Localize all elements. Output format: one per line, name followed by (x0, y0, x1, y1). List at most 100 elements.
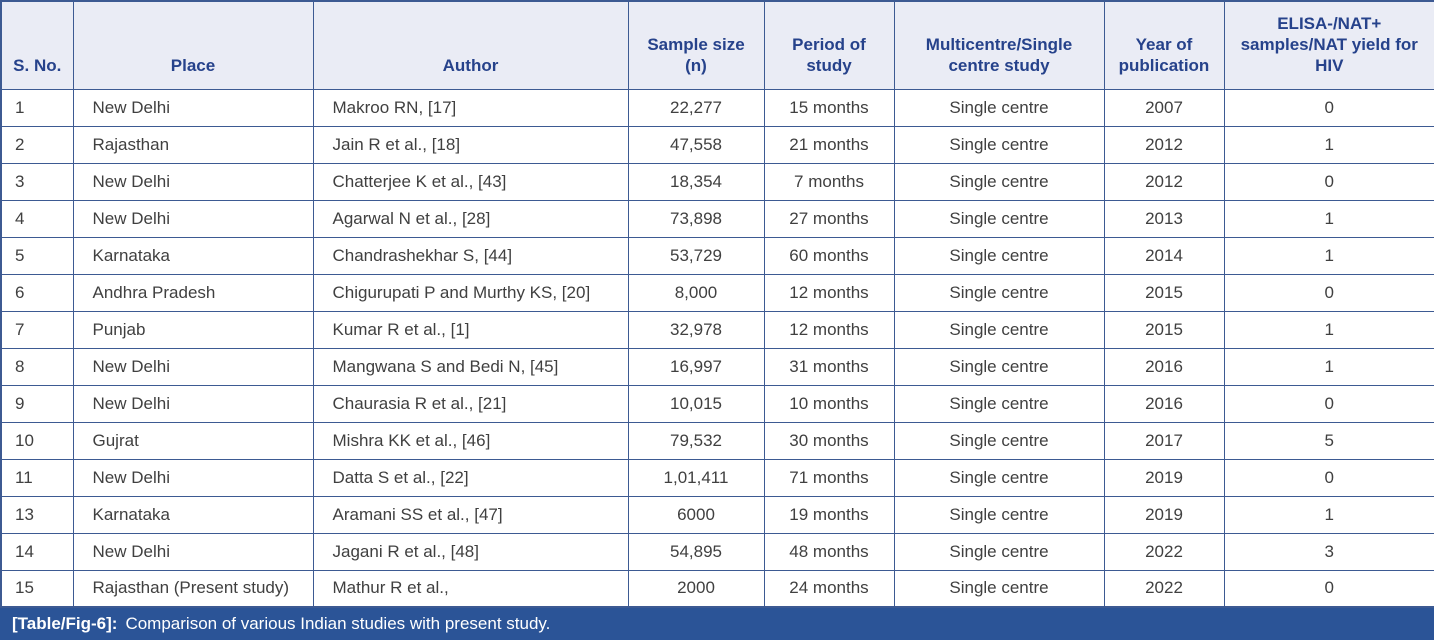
cell-sno: 9 (0, 384, 74, 423)
cell-place: New Delhi (72, 88, 314, 127)
cell-author: Chandrashekhar S, [44] (312, 236, 629, 275)
cell-sample-size: 32,978 (627, 310, 765, 349)
cell-author: Jain R et al., [18] (312, 125, 629, 164)
table-row: 14 New Delhi Jagani R et al., [48] 54,89… (0, 532, 1434, 571)
cell-year: 2013 (1103, 199, 1225, 238)
cell-sample-size: 22,277 (627, 88, 765, 127)
table-caption: [Table/Fig-6]: Comparison of various Ind… (0, 608, 1434, 640)
table-row: 2 Rajasthan Jain R et al., [18] 47,558 2… (0, 125, 1434, 164)
cell-place: Karnataka (72, 495, 314, 534)
cell-place: Karnataka (72, 236, 314, 275)
cell-author: Makroo RN, [17] (312, 88, 629, 127)
cell-centre-type: Single centre (893, 162, 1105, 201)
cell-author: Datta S et al., [22] (312, 458, 629, 497)
cell-period: 7 months (763, 162, 895, 201)
column-header-centre-type: Multicentre/Single centre study (893, 0, 1105, 90)
cell-centre-type: Single centre (893, 458, 1105, 497)
cell-sample-size: 6000 (627, 495, 765, 534)
cell-sample-size: 47,558 (627, 125, 765, 164)
cell-nat-yield: 1 (1223, 236, 1434, 275)
cell-centre-type: Single centre (893, 569, 1105, 608)
cell-centre-type: Single centre (893, 88, 1105, 127)
cell-place: New Delhi (72, 532, 314, 571)
caption-label: [Table/Fig-6]: (12, 614, 118, 633)
cell-place: Gujrat (72, 421, 314, 460)
cell-nat-yield: 5 (1223, 421, 1434, 460)
table-row: 5 Karnataka Chandrashekhar S, [44] 53,72… (0, 236, 1434, 275)
cell-sno: 5 (0, 236, 74, 275)
cell-sno: 4 (0, 199, 74, 238)
table-row: 3 New Delhi Chatterjee K et al., [43] 18… (0, 162, 1434, 201)
cell-nat-yield: 0 (1223, 384, 1434, 423)
cell-period: 30 months (763, 421, 895, 460)
cell-year: 2015 (1103, 310, 1225, 349)
cell-place: New Delhi (72, 458, 314, 497)
cell-year: 2014 (1103, 236, 1225, 275)
caption-text: Comparison of various Indian studies wit… (125, 614, 551, 633)
cell-author: Chatterjee K et al., [43] (312, 162, 629, 201)
cell-nat-yield: 1 (1223, 495, 1434, 534)
cell-year: 2019 (1103, 458, 1225, 497)
cell-nat-yield: 1 (1223, 199, 1434, 238)
table-row: 15 Rajasthan (Present study) Mathur R et… (0, 569, 1434, 608)
cell-author: Mangwana S and Bedi N, [45] (312, 347, 629, 386)
cell-sno: 1 (0, 88, 74, 127)
cell-period: 27 months (763, 199, 895, 238)
cell-period: 19 months (763, 495, 895, 534)
cell-centre-type: Single centre (893, 532, 1105, 571)
table-row: 6 Andhra Pradesh Chigurupati P and Murth… (0, 273, 1434, 312)
cell-sno: 15 (0, 569, 74, 608)
cell-sample-size: 79,532 (627, 421, 765, 460)
cell-year: 2022 (1103, 532, 1225, 571)
cell-sno: 10 (0, 421, 74, 460)
column-header-year: Year of publication (1103, 0, 1225, 90)
cell-year: 2012 (1103, 125, 1225, 164)
cell-sno: 3 (0, 162, 74, 201)
cell-place: Andhra Pradesh (72, 273, 314, 312)
cell-period: 10 months (763, 384, 895, 423)
cell-author: Agarwal N et al., [28] (312, 199, 629, 238)
cell-year: 2007 (1103, 88, 1225, 127)
cell-place: New Delhi (72, 199, 314, 238)
column-header-nat-yield: ELISA-/NAT+ samples/NAT yield for HIV (1223, 0, 1434, 90)
cell-nat-yield: 3 (1223, 532, 1434, 571)
cell-nat-yield: 1 (1223, 310, 1434, 349)
cell-year: 2017 (1103, 421, 1225, 460)
column-header-place: Place (72, 0, 314, 90)
cell-period: 15 months (763, 88, 895, 127)
table-row: 8 New Delhi Mangwana S and Bedi N, [45] … (0, 347, 1434, 386)
header-row: S. No. Place Author Sample size (n) Peri… (0, 0, 1434, 90)
cell-year: 2012 (1103, 162, 1225, 201)
cell-sno: 13 (0, 495, 74, 534)
cell-nat-yield: 1 (1223, 125, 1434, 164)
comparison-table: S. No. Place Author Sample size (n) Peri… (0, 0, 1434, 608)
cell-sno: 2 (0, 125, 74, 164)
cell-sample-size: 1,01,411 (627, 458, 765, 497)
cell-period: 24 months (763, 569, 895, 608)
cell-centre-type: Single centre (893, 421, 1105, 460)
table-row: 1 New Delhi Makroo RN, [17] 22,277 15 mo… (0, 88, 1434, 127)
cell-period: 48 months (763, 532, 895, 571)
cell-sno: 8 (0, 347, 74, 386)
cell-place: New Delhi (72, 162, 314, 201)
cell-centre-type: Single centre (893, 125, 1105, 164)
cell-nat-yield: 0 (1223, 458, 1434, 497)
cell-place: Rajasthan (72, 125, 314, 164)
column-header-sample-size: Sample size (n) (627, 0, 765, 90)
cell-period: 71 months (763, 458, 895, 497)
cell-author: Mishra KK et al., [46] (312, 421, 629, 460)
cell-sample-size: 2000 (627, 569, 765, 608)
cell-sample-size: 10,015 (627, 384, 765, 423)
cell-year: 2015 (1103, 273, 1225, 312)
cell-nat-yield: 0 (1223, 162, 1434, 201)
column-header-sno: S. No. (0, 0, 74, 90)
cell-sample-size: 54,895 (627, 532, 765, 571)
cell-place: Rajasthan (Present study) (72, 569, 314, 608)
cell-sample-size: 8,000 (627, 273, 765, 312)
cell-sample-size: 18,354 (627, 162, 765, 201)
cell-period: 12 months (763, 273, 895, 312)
cell-year: 2022 (1103, 569, 1225, 608)
cell-period: 12 months (763, 310, 895, 349)
cell-period: 60 months (763, 236, 895, 275)
